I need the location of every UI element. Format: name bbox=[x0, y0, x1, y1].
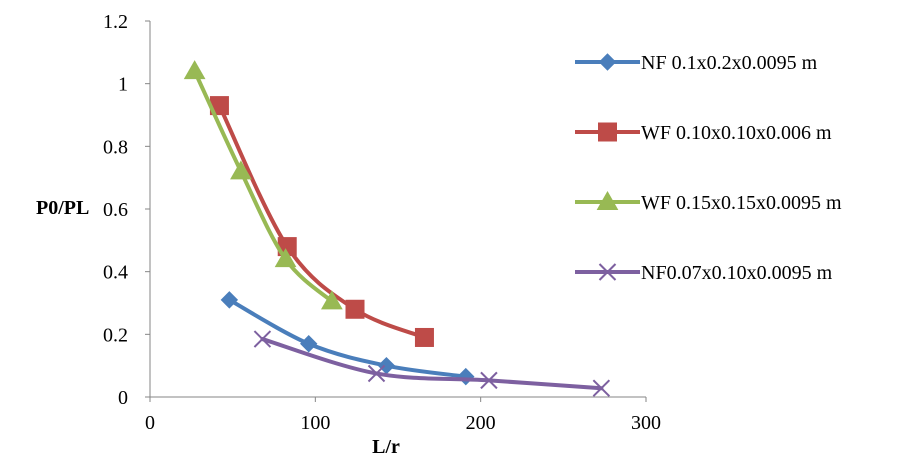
legend-item: NF 0.1x0.2x0.0095 m bbox=[575, 52, 818, 74]
x-marker-stroke bbox=[592, 379, 611, 397]
legend-marker bbox=[596, 190, 619, 210]
y-tick-label: 0 bbox=[118, 387, 128, 409]
y-axis-title: P0/PL bbox=[36, 197, 89, 219]
data-point bbox=[367, 364, 386, 383]
x-tick-label: 0 bbox=[145, 412, 155, 434]
series-line bbox=[260, 337, 604, 391]
series-line bbox=[217, 103, 427, 340]
data-point bbox=[230, 160, 252, 180]
data-point bbox=[300, 335, 318, 353]
axes: 0 0.2 0.4 0.6 0.8 1 1.2 0 100 200 300 bbox=[103, 11, 661, 434]
legend-label: NF 0.1x0.2x0.0095 m bbox=[641, 52, 818, 74]
x-marker-stroke bbox=[253, 330, 272, 348]
legend-item: WF 0.15x0.15x0.0095 m bbox=[575, 190, 842, 214]
data-point bbox=[321, 290, 343, 310]
data-point bbox=[345, 299, 365, 319]
x-marker-stroke bbox=[367, 364, 386, 383]
data-point bbox=[220, 291, 239, 309]
legend-label: WF 0.15x0.15x0.0095 m bbox=[641, 192, 842, 214]
data-point bbox=[457, 367, 475, 386]
data-point bbox=[377, 356, 396, 375]
y-tick-label: 0.2 bbox=[103, 324, 128, 346]
y-tick-label: 1.2 bbox=[103, 11, 128, 33]
x-marker-stroke bbox=[480, 371, 498, 390]
y-tick-label: 0.4 bbox=[103, 262, 128, 284]
legend-marker bbox=[598, 53, 617, 71]
series-2 bbox=[209, 96, 434, 347]
legend-marker bbox=[598, 263, 617, 281]
series-4 bbox=[253, 330, 611, 397]
series-line bbox=[192, 69, 334, 304]
series-line bbox=[227, 297, 468, 379]
legend-label: WF 0.10x0.10x0.006 m bbox=[641, 122, 832, 144]
y-tick-label: 0.8 bbox=[103, 136, 128, 158]
legend-item: NF0.07x0.10x0.0095 m bbox=[575, 262, 833, 284]
x-marker-stroke bbox=[598, 263, 617, 281]
data-point bbox=[414, 327, 434, 347]
x-axis-title: L/r bbox=[372, 436, 400, 457]
data-point bbox=[183, 60, 206, 80]
data-point bbox=[480, 371, 498, 390]
data-point bbox=[253, 330, 272, 348]
series-3 bbox=[183, 60, 343, 310]
x-tick-label: 100 bbox=[300, 412, 330, 434]
data-point bbox=[592, 379, 611, 397]
y-tick-label: 1 bbox=[118, 74, 128, 96]
x-tick-label: 300 bbox=[631, 412, 661, 434]
data-point bbox=[274, 248, 297, 268]
legend-marker bbox=[598, 122, 617, 142]
legend: NF 0.1x0.2x0.0095 m WF 0.10x0.10x0.006 m W… bbox=[575, 52, 842, 284]
legend-item: WF 0.10x0.10x0.006 m bbox=[575, 122, 832, 144]
y-tick-label: 0.6 bbox=[103, 199, 128, 221]
plot-area bbox=[183, 60, 611, 397]
legend-label: NF0.07x0.10x0.0095 m bbox=[641, 262, 833, 284]
x-tick-label: 200 bbox=[466, 412, 496, 434]
